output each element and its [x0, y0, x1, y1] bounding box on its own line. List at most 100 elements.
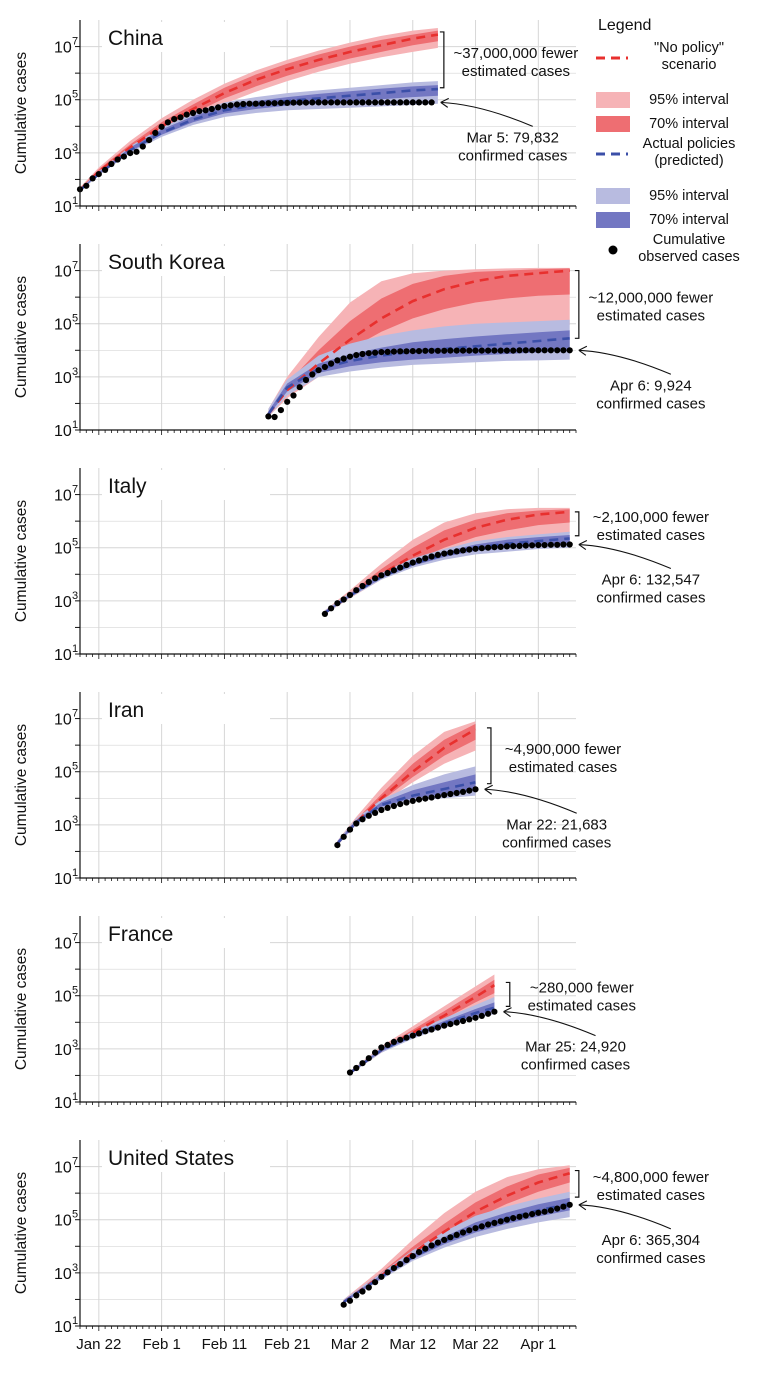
observed-point	[353, 820, 360, 827]
observed-point	[485, 347, 492, 354]
actual-70-band	[337, 774, 476, 845]
observed-point	[384, 569, 391, 577]
observed-point	[196, 108, 203, 115]
observed-point	[554, 1205, 561, 1212]
observed-point	[372, 809, 379, 817]
x-tick-label: Mar 22	[452, 1336, 499, 1353]
observed-point	[453, 789, 460, 797]
observed-point	[453, 548, 460, 555]
y-tick-label-base: 10	[54, 1042, 72, 1059]
observed-point	[290, 392, 297, 399]
observed-point	[409, 99, 416, 106]
fewer-cases-annotation: ~4,900,000 fewer	[505, 741, 621, 758]
confirmed-cases-annotation: Mar 22: 21,683	[506, 816, 607, 833]
observed-point	[177, 114, 184, 121]
arrow-head	[578, 345, 588, 356]
observed-point	[453, 1231, 460, 1238]
observed-point	[422, 555, 429, 562]
observed-point	[409, 797, 416, 805]
confirmed-cases-annotation: Apr 6: 365,304	[602, 1232, 700, 1249]
observed-point	[353, 1064, 360, 1072]
confirmed-cases-annotation: confirmed cases	[596, 590, 705, 607]
fewer-cases-annotation: ~12,000,000 fewer	[589, 289, 714, 306]
observed-point	[321, 99, 328, 106]
observed-point	[403, 99, 410, 106]
observed-point	[415, 1249, 423, 1256]
observed-point	[321, 363, 328, 371]
observed-point	[120, 153, 127, 160]
y-axis-label: Cumulative cases	[13, 724, 30, 847]
observed-point	[472, 786, 479, 793]
observed-point	[522, 1212, 529, 1219]
observed-point	[346, 353, 354, 360]
observed-point	[447, 1234, 454, 1241]
observed-point	[434, 793, 441, 800]
observed-point	[397, 99, 404, 106]
observed-point	[227, 102, 234, 109]
y-tick-label-base: 10	[54, 93, 72, 110]
y-tick-label-base: 10	[54, 818, 72, 835]
y-tick-label-base: 10	[54, 647, 72, 664]
observed-point	[535, 1209, 542, 1216]
observed-point	[378, 349, 385, 356]
y-tick-label-exp: 5	[72, 761, 78, 773]
y-tick-label-exp: 7	[72, 260, 78, 272]
y-tick-label-exp: 3	[72, 814, 78, 826]
observed-point	[497, 543, 504, 551]
observed-point	[434, 347, 441, 354]
observed-point	[384, 1041, 391, 1048]
observed-point	[340, 1301, 347, 1308]
observed-point	[522, 347, 529, 354]
observed-point	[491, 347, 498, 354]
observed-point	[271, 413, 278, 421]
observed-point	[340, 833, 347, 840]
observed-point	[441, 792, 448, 799]
y-tick-label-exp: 5	[72, 537, 78, 549]
observed-point	[459, 347, 467, 354]
no-policy-70-band	[350, 979, 495, 1074]
panel-title: United States	[108, 1147, 234, 1170]
observed-point	[353, 1292, 360, 1299]
x-tick-label: Apr 1	[520, 1336, 556, 1353]
x-tick-label: Mar 2	[331, 1336, 369, 1353]
observed-point	[328, 360, 335, 367]
observed-point	[403, 1257, 410, 1264]
no-policy-70-band	[80, 30, 438, 191]
legend-label-4-0: 95% interval	[649, 188, 729, 204]
annotation-arrow	[578, 1204, 672, 1230]
observed-point	[472, 347, 479, 354]
y-tick-label-exp: 5	[72, 985, 78, 997]
observed-point	[422, 99, 429, 106]
observed-point	[497, 1218, 504, 1225]
y-tick-label-base: 10	[54, 936, 72, 953]
observed-point	[83, 182, 90, 189]
observed-point	[403, 1034, 410, 1041]
observed-point	[384, 804, 391, 812]
y-tick-label-exp: 7	[72, 36, 78, 48]
observed-point	[302, 99, 310, 106]
observed-point	[409, 559, 416, 566]
observed-point	[384, 348, 391, 355]
title-background	[102, 246, 270, 276]
observed-point	[403, 799, 410, 806]
y-tick-label-exp: 1	[72, 195, 78, 207]
observed-point	[346, 1297, 354, 1304]
y-axis-label: Cumulative cases	[13, 500, 30, 623]
legend-label-5-0: 70% interval	[649, 212, 729, 228]
y-axis-label: Cumulative cases	[13, 948, 30, 1071]
observed-point	[403, 561, 410, 569]
observed-point	[290, 99, 297, 106]
observed-point	[397, 801, 404, 808]
observed-point	[372, 99, 379, 106]
panel-title: South Korea	[108, 251, 225, 274]
observed-point	[466, 347, 473, 354]
observed-point	[365, 578, 372, 586]
fewer-cases-annotation: ~4,800,000 fewer	[593, 1169, 709, 1186]
observed-point	[334, 842, 341, 849]
y-tick-label-exp: 5	[72, 89, 78, 101]
y-tick-label-base: 10	[54, 1266, 72, 1283]
observed-point	[384, 1269, 391, 1276]
observed-point	[510, 347, 517, 354]
